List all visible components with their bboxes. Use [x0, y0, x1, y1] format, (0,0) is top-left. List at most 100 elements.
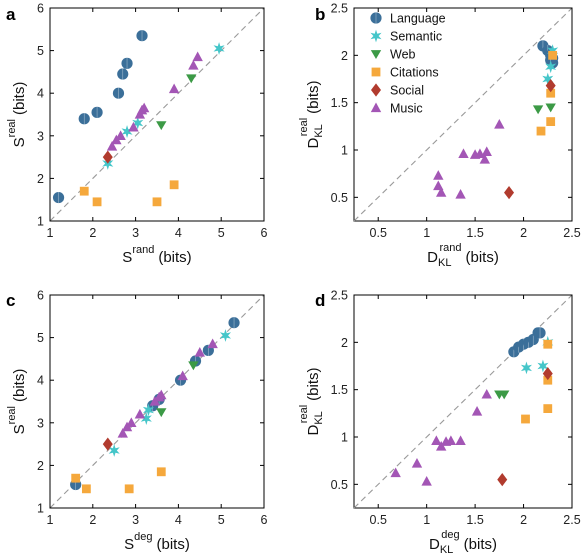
- point-citations-body: [92, 197, 102, 207]
- x-tick-label: 2.5: [563, 513, 580, 527]
- point-social: [542, 366, 553, 381]
- point-semantic-body: [547, 44, 559, 57]
- x-tick-label: 2: [89, 226, 96, 240]
- y-tick-label: 2.5: [331, 2, 348, 16]
- point-social: [102, 150, 113, 164]
- point-music: [479, 154, 490, 164]
- point-web-body: [186, 74, 197, 84]
- legend-label: Social: [390, 84, 424, 98]
- series-music: [390, 388, 492, 486]
- point-language: [112, 87, 125, 99]
- x-axis-label: DKL rand (bits): [427, 242, 499, 269]
- x-axis-label-unit: (bits): [466, 249, 499, 266]
- y-axis-label-unit: (bits): [305, 368, 322, 401]
- y-tick-label: 3: [37, 416, 44, 430]
- y-tick-label: 1: [37, 502, 44, 516]
- y-tick-label: 2: [341, 336, 348, 350]
- point-citations-body: [152, 197, 162, 207]
- y-tick-label: 3: [37, 129, 44, 143]
- point-music: [192, 51, 203, 62]
- y-axis-label-superscript: real: [6, 406, 18, 424]
- point-semantic: [213, 42, 225, 55]
- y-tick-label: 4: [37, 374, 44, 388]
- x-axis-label-main: S: [124, 536, 134, 553]
- point-semantic: [547, 44, 559, 57]
- x-tick-label: 1.5: [466, 513, 483, 527]
- y-axis-label-superscript: real: [6, 119, 18, 137]
- point-semantic: [121, 125, 133, 138]
- legend-label: Language: [390, 12, 446, 26]
- y-tick-label: 1: [37, 215, 44, 229]
- series-citations: [71, 467, 166, 494]
- x-axis-label-superscript: deg: [134, 531, 152, 543]
- point-social: [102, 437, 113, 451]
- series-web: [156, 361, 199, 418]
- point-social: [497, 473, 508, 487]
- point-citations: [543, 375, 553, 385]
- legend-item-language: Language: [370, 12, 446, 26]
- point-music-body: [126, 417, 137, 427]
- point-music: [390, 467, 401, 478]
- legend-marker: [370, 102, 382, 113]
- legend-marker: [370, 50, 382, 59]
- panel-a: a 1 2 3 4 5 6 1 2 3 4 5 6 Srand (bits) Sreal (bits): [6, 2, 268, 267]
- x-tick-label: 2: [89, 513, 96, 527]
- point-music-body: [494, 118, 505, 129]
- x-axis-label: Srand (bits): [122, 244, 191, 266]
- point-music-body: [458, 148, 469, 158]
- point-music: [494, 118, 505, 129]
- point-music-body: [194, 347, 205, 357]
- point-web: [545, 103, 556, 113]
- point-music-body: [117, 427, 128, 438]
- y-axis-label-superscript: real: [298, 405, 310, 423]
- point-music-body: [433, 170, 444, 180]
- point-semantic: [140, 412, 152, 425]
- point-music-body: [455, 435, 466, 445]
- legend-marker-body: [371, 67, 381, 77]
- x-axis-label-subscript: KL: [438, 257, 451, 269]
- point-social-body: [542, 366, 553, 381]
- series-web: [494, 390, 510, 400]
- series-citations: [536, 50, 558, 136]
- legend-label: Citations: [390, 66, 439, 80]
- point-citations: [521, 414, 530, 424]
- y-axis-label-main: D: [305, 138, 322, 149]
- point-music: [126, 417, 137, 427]
- point-social-body: [102, 437, 113, 451]
- legend-item-music: Music: [370, 102, 423, 116]
- point-music-body: [390, 467, 401, 478]
- x-tick-label: 6: [261, 513, 268, 527]
- point-music-body: [115, 130, 126, 140]
- point-music-body: [455, 189, 466, 199]
- y-tick-label: 4: [37, 87, 44, 101]
- point-semantic: [108, 444, 120, 457]
- point-music-body: [138, 102, 150, 113]
- point-web-body: [188, 361, 199, 371]
- x-tick-label: 2: [520, 226, 527, 240]
- point-music: [455, 189, 466, 199]
- series-music: [106, 51, 203, 151]
- point-web-body: [498, 390, 510, 400]
- point-music-body: [471, 405, 483, 416]
- point-music-body: [421, 476, 432, 486]
- point-music-body: [134, 408, 146, 419]
- series-language: [508, 327, 546, 358]
- point-music: [138, 102, 150, 113]
- y-axis-label-unit: (bits): [11, 82, 28, 115]
- point-citations: [546, 88, 556, 98]
- point-citations-body: [546, 88, 556, 98]
- legend-marker-body: [370, 102, 382, 113]
- point-citations: [548, 50, 558, 60]
- data-points: [52, 30, 225, 207]
- point-music-body: [128, 121, 139, 132]
- y-axis-label: Sreal (bits): [6, 82, 28, 148]
- point-music: [117, 427, 128, 438]
- point-music: [455, 435, 466, 445]
- data-points: [70, 317, 240, 494]
- y-axis-label-unit: (bits): [305, 81, 322, 114]
- series-web: [156, 74, 197, 131]
- y-tick-label: 5: [37, 331, 44, 345]
- x-axis-label-unit: (bits): [158, 249, 191, 266]
- point-citations-body: [546, 117, 556, 126]
- plot-frame: [353, 7, 573, 222]
